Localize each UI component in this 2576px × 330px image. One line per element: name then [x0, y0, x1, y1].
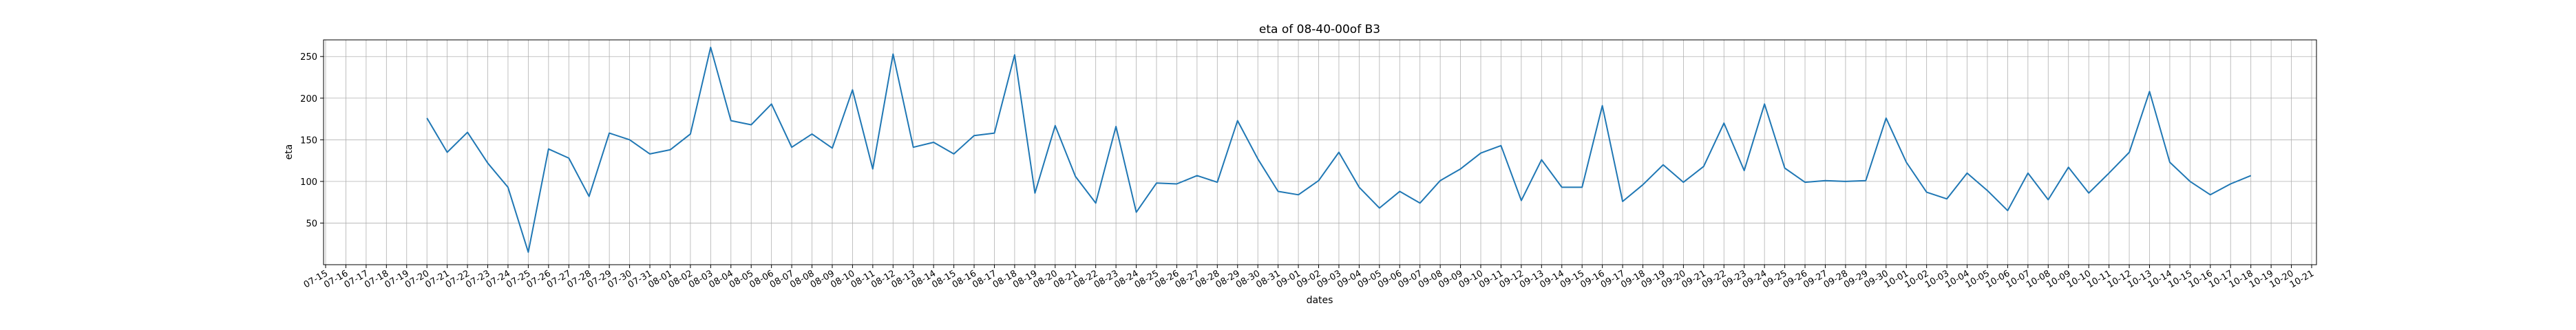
y-tick-label: 150 — [300, 135, 317, 146]
y-tick-label: 100 — [300, 177, 317, 188]
y-tick-label: 200 — [300, 94, 317, 104]
series-line — [426, 46, 2252, 253]
chart-title: eta of 08-40-00of B3 — [1259, 23, 1380, 36]
y-axis-label: eta — [284, 144, 295, 160]
gridlines — [324, 40, 2316, 265]
x-axis-label: dates — [1307, 295, 1333, 306]
plot-frame — [323, 39, 2317, 265]
y-axis: 50 100 150 200 250 — [300, 52, 324, 229]
y-tick-label: 250 — [300, 52, 317, 63]
x-axis: 07-1507-1607-1707-1807-1907-2007-2107-22… — [302, 265, 2316, 290]
series-layer — [426, 46, 2252, 253]
y-tick-label: 50 — [306, 219, 317, 229]
